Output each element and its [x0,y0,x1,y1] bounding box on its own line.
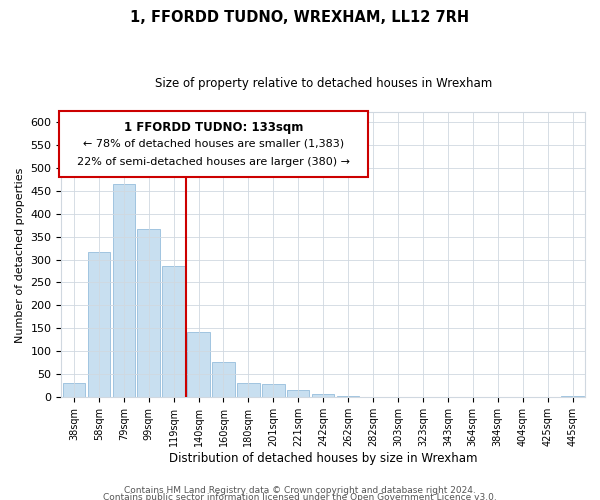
Bar [212,362,235,398]
Bar [88,252,110,398]
Bar [187,332,210,398]
Bar [237,382,260,398]
Text: ← 78% of detached houses are smaller (1,383): ← 78% of detached houses are smaller (1,… [83,138,344,148]
Y-axis label: Number of detached properties: Number of detached properties [15,167,25,342]
Bar [562,396,584,398]
Bar [337,396,359,398]
Bar [163,266,185,398]
Bar [137,228,160,398]
Bar [262,384,284,398]
Text: Contains public sector information licensed under the Open Government Licence v3: Contains public sector information licen… [103,494,497,500]
Bar [113,184,135,398]
Text: 1 FFORDD TUDNO: 133sqm: 1 FFORDD TUDNO: 133sqm [124,121,303,134]
Text: Contains HM Land Registry data © Crown copyright and database right 2024.: Contains HM Land Registry data © Crown c… [124,486,476,495]
FancyBboxPatch shape [59,111,368,176]
X-axis label: Distribution of detached houses by size in Wrexham: Distribution of detached houses by size … [169,452,478,465]
Text: 1, FFORDD TUDNO, WREXHAM, LL12 7RH: 1, FFORDD TUDNO, WREXHAM, LL12 7RH [130,10,470,25]
Title: Size of property relative to detached houses in Wrexham: Size of property relative to detached ho… [155,78,492,90]
Bar [287,390,310,398]
Bar [312,394,334,398]
Bar [62,382,85,398]
Text: 22% of semi-detached houses are larger (380) →: 22% of semi-detached houses are larger (… [77,156,350,166]
